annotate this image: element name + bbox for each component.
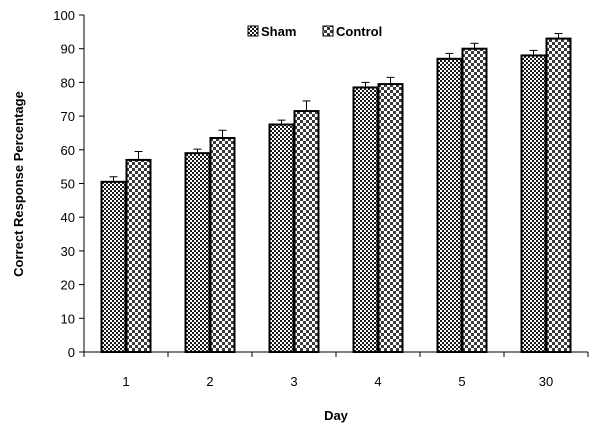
y-tick-label: 20	[61, 278, 75, 293]
y-tick-label: 60	[61, 143, 75, 158]
x-tick-label: 1	[122, 374, 129, 389]
y-tick-label: 40	[61, 210, 75, 225]
x-tick-label: 4	[374, 374, 381, 389]
bar-control-5	[461, 47, 488, 353]
x-axis: 1 2 3 4 5 30	[83, 351, 589, 389]
y-tick-label: 70	[61, 109, 75, 124]
error-bars	[109, 33, 563, 182]
y-tick-label: 10	[61, 311, 75, 326]
y-tick-label: 90	[61, 42, 75, 57]
bar-sham-5	[436, 57, 463, 354]
bar-control-1	[125, 158, 152, 353]
bar-sham-3	[268, 123, 295, 354]
y-tick-label: 50	[61, 177, 75, 192]
y-tick-label: 80	[61, 75, 75, 90]
bar-sham-30	[520, 54, 547, 353]
bar-control-30	[545, 37, 572, 354]
bar-control-2	[209, 137, 236, 353]
bar-control-3	[293, 110, 320, 353]
legend-label-control: Control	[336, 24, 382, 39]
x-axis-title: Day	[324, 408, 349, 423]
legend-swatch-sham	[247, 25, 259, 37]
x-tick-label: 3	[290, 374, 297, 389]
y-axis: 0 10 20 30 40 50 60 70 80 90 100	[53, 8, 85, 360]
legend: Sham Control	[247, 24, 382, 39]
x-tick-label: 2	[206, 374, 213, 389]
y-axis-title: Correct Response Percentage	[11, 91, 26, 277]
y-tick-label: 30	[61, 244, 75, 259]
legend-swatch-control	[322, 25, 334, 37]
legend-label-sham: Sham	[261, 24, 296, 39]
x-tick-label: 5	[458, 374, 465, 389]
bar-sham-1	[100, 180, 127, 353]
bar-sham-4	[352, 86, 379, 354]
bars	[100, 37, 572, 354]
y-tick-label: 0	[68, 345, 75, 360]
y-tick-label: 100	[53, 8, 75, 23]
bar-sham-2	[184, 152, 211, 353]
x-tick-label: 30	[539, 374, 553, 389]
bar-control-4	[377, 83, 404, 354]
